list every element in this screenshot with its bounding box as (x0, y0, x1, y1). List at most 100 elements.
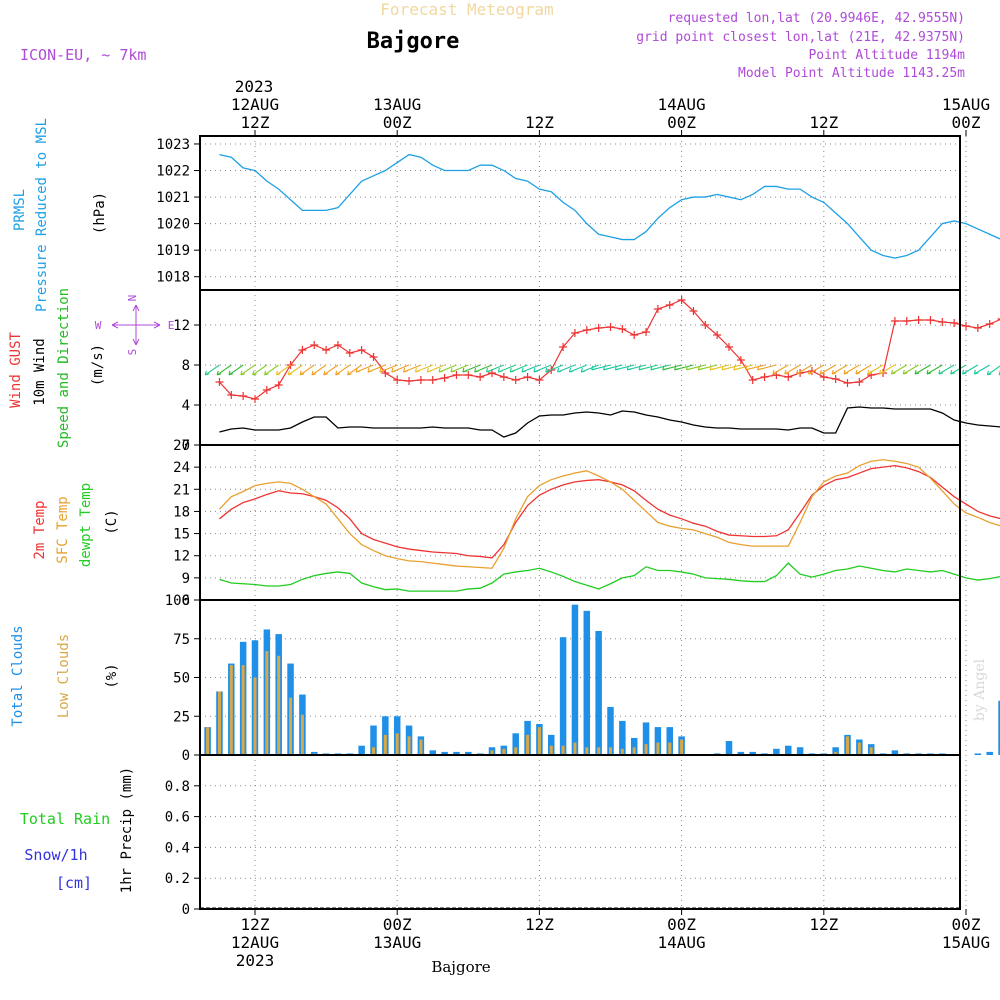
y-tick-label: 1018 (156, 270, 190, 286)
total-cloud-bar (773, 748, 780, 755)
gust-marker (725, 343, 733, 351)
wind-direction-arrow (367, 364, 386, 373)
low-cloud-bar (834, 751, 838, 755)
y-tick-label: 27 (173, 438, 190, 454)
gust-marker (997, 318, 1000, 320)
y-tick-label: 9 (182, 571, 190, 587)
wind-direction-arrow (521, 364, 540, 373)
wind-direction-arrow (614, 364, 635, 371)
gust-marker (499, 373, 508, 381)
total-cloud-bar (986, 751, 993, 755)
compass-arrow-icon (111, 304, 161, 346)
bottom-tick-hour: 00Z (667, 915, 696, 934)
low-cloud-bar (502, 748, 506, 755)
gust-marker (665, 301, 674, 309)
top-year-label: 2023 (235, 77, 274, 96)
series-wind-gust (219, 299, 1000, 400)
y-tick-label: 1021 (156, 190, 190, 206)
panel-wind: 0 4 8 12 (173, 289, 1000, 454)
bottom-tick-hour: 12Z (525, 915, 554, 934)
low-clouds-label: Low Clouds (56, 634, 72, 718)
gust-marker (298, 346, 307, 354)
model-label: ICON-EU, ~ 7km (20, 46, 146, 64)
wind-direction-arrow (252, 364, 268, 376)
compass-north: N (126, 295, 139, 302)
wind-direction-arrow (462, 364, 481, 373)
low-cloud-bar (395, 733, 399, 755)
low-cloud-bar (217, 691, 221, 755)
y-tick-label: 0.6 (165, 810, 190, 826)
compass-east: E (168, 319, 175, 332)
y-tick-label: 1023 (156, 137, 190, 153)
gust-marker (973, 324, 982, 332)
total-cloud-bar (429, 750, 436, 755)
wind-direction-arrow (855, 364, 872, 375)
point-altitude: Point Altitude 1194m (808, 48, 965, 63)
panel-pressure: 1018 1019 1020 1021 1022 1023 (156, 135, 1000, 291)
low-cloud-bar (620, 748, 624, 755)
gust-marker (618, 325, 627, 333)
low-cloud-bar (490, 750, 494, 755)
gust-marker (701, 321, 710, 329)
gust-marker (535, 376, 544, 384)
total-cloud-bar (642, 722, 650, 755)
gust-marker (215, 378, 224, 386)
low-cloud-bar (526, 734, 530, 755)
pressure-unit: (hPa) (92, 192, 108, 234)
wind-direction-arrow (335, 364, 351, 376)
low-cloud-bar (383, 734, 387, 755)
gust-marker (950, 319, 959, 327)
wind-direction-arrow (950, 364, 967, 375)
gust-marker (748, 376, 757, 384)
y-tick-label: 12 (173, 318, 190, 334)
low-cloud-bar (289, 697, 293, 755)
gust-marker (677, 296, 686, 304)
wind-direction-arrow (216, 364, 232, 376)
total-cloud-bar (571, 604, 579, 755)
gust-marker (476, 373, 485, 381)
wind-direction-label: Speed and Direction (56, 288, 72, 448)
wind-direction-arrow (784, 364, 801, 375)
top-tick-hour: 00Z (952, 113, 981, 132)
bottom-tick-date: 15AUG (942, 933, 990, 952)
wind-direction-arrow (733, 364, 753, 371)
wind-direction-arrow (403, 364, 422, 373)
low-cloud-bar (585, 747, 589, 755)
gust-marker (938, 318, 947, 326)
wind-direction-arrow (591, 364, 611, 371)
low-cloud-bar (300, 714, 304, 755)
series-2m-temp (219, 465, 1000, 559)
precip-unit: 1hr Precip (mm) (119, 767, 135, 893)
low-cloud-bar (668, 742, 672, 755)
y-tick-label: 1019 (156, 243, 190, 259)
gust-marker (251, 395, 259, 403)
gust-marker (227, 391, 236, 399)
top-tick-hour: 00Z (667, 113, 696, 132)
total-cloud-bar (737, 751, 745, 755)
top-tick-date: 15AUG (942, 95, 990, 114)
bottom-tick-date: 14AUG (658, 933, 706, 952)
wind-direction-arrow (287, 364, 303, 376)
top-tick-date: 12AUG (231, 95, 279, 114)
total-cloud-bar (974, 753, 982, 755)
y-tick-label: 18 (173, 504, 190, 520)
total-cloud-bar (607, 706, 614, 755)
panel-temp: 6 9 12 15 18 21 24 27 (173, 438, 1000, 609)
wind-direction-arrow (414, 364, 433, 373)
wind-unit: (m/s) (90, 344, 106, 386)
top-tick-date: 13AUG (373, 95, 421, 114)
low-cloud-bar (407, 736, 411, 755)
low-cloud-bar (241, 665, 245, 755)
gust-marker (926, 316, 935, 324)
series-10m-wind (219, 406, 1000, 438)
gust-marker (357, 346, 366, 354)
low-cloud-bar (597, 747, 601, 755)
total-cloud-bar (595, 631, 602, 755)
y-tick-label: 0.4 (165, 840, 190, 856)
gust-marker (855, 378, 864, 386)
y-tick-label: 1020 (156, 217, 190, 233)
snow-label: Snow/1h (24, 846, 87, 864)
gust-marker (642, 328, 651, 336)
